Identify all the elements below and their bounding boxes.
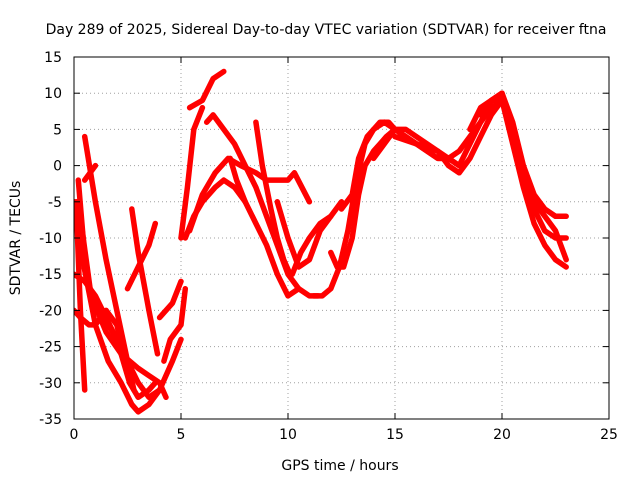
series-track-14	[186, 68, 227, 111]
y-tick-label: 5	[53, 122, 62, 138]
y-tick-label: 10	[44, 86, 62, 102]
series-track-30	[477, 90, 569, 220]
y-tick-label: -20	[39, 303, 62, 319]
y-tick-label: 15	[44, 50, 62, 66]
series-track-21	[274, 199, 334, 270]
x-tick-label: 15	[386, 427, 404, 443]
axis-ticks: 0 5 10 15 20 25 -35 -30 -25 -20 -15 -10 -5 0 5 10 15	[39, 50, 618, 443]
series-group	[74, 68, 569, 415]
x-tick-label: 0	[70, 427, 79, 443]
chart-title: Day 289 of 2025, Sidereal Day-to-day VTE…	[46, 22, 607, 38]
series-track-9	[129, 206, 161, 357]
series-track-11	[161, 285, 189, 364]
x-tick-label: 5	[177, 427, 186, 443]
series-track-20	[253, 119, 293, 277]
series-track-29	[488, 97, 569, 270]
series-track-5	[75, 199, 169, 401]
y-tick-label: -25	[39, 340, 62, 356]
y-tick-label: 0	[53, 159, 62, 175]
y-tick-label: -30	[39, 376, 62, 392]
y-tick-label: -15	[39, 267, 62, 283]
y-tick-label: -35	[39, 412, 62, 428]
x-axis-label: GPS time / hours	[281, 458, 398, 474]
series-track-8	[81, 162, 99, 183]
series-track-19	[231, 184, 302, 299]
grid-lines	[74, 57, 609, 419]
y-axis-label: SDTVAR / TECUs	[8, 181, 24, 296]
series-track-12	[156, 278, 184, 321]
series-track-22	[289, 199, 345, 277]
series-layer	[74, 68, 569, 415]
series-track-13	[178, 104, 206, 241]
series-track-1	[74, 199, 184, 415]
series-track-10	[124, 220, 159, 292]
series-track-17	[203, 112, 321, 299]
x-tick-label: 20	[493, 427, 511, 443]
y-tick-label: -10	[39, 231, 62, 247]
y-tick-label: -5	[48, 195, 62, 211]
series-track-16	[186, 155, 313, 234]
x-tick-label: 10	[279, 427, 297, 443]
x-tick-label: 25	[600, 427, 618, 443]
